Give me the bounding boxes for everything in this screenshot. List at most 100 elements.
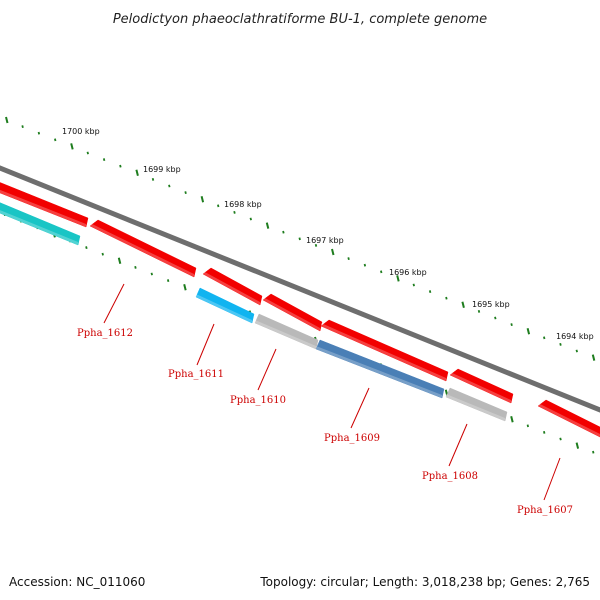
outer-ruler-tick [380,270,383,274]
outer-ruler-tick [298,237,301,241]
outer-ruler-tick [412,283,415,287]
genome-backbone [0,165,600,413]
inner-ruler-tick [575,442,580,449]
outer-ruler-tick [37,131,41,135]
outer-ruler-tick [102,158,106,162]
outer-ruler-tick [151,177,155,181]
outer-ruler-tick [510,323,513,327]
ruler-labels: 1700 kbp 1699 kbp 1698 kbp 1697 kbp 1696 kbp… [62,127,594,341]
outer-ruler-tick [363,263,367,267]
outer-ruler-tick [282,230,285,234]
inner-ruler-tick [510,415,514,423]
map-title: Pelodictyon phaeoclathratiforme BU-1, co… [113,12,487,27]
inner-ruler-tick [559,437,562,441]
inner-ruler-tick [543,430,546,434]
outer-ruler-tick [396,275,400,282]
gene-arrow-shade [203,271,260,305]
gene-arrow-shade [450,372,511,403]
gene-label: Ppha_1611 [168,369,224,380]
inner-ruler-tick [166,279,170,283]
inner-ruler-tick [150,272,153,276]
gene-label: Ppha_1609 [324,433,380,444]
outer-ruler-tick [575,349,578,353]
outer-ruler-tick [168,184,171,188]
gene-label: Ppha_1612 [77,328,133,339]
gene-leader-line [196,323,215,366]
gene-arrow-red [202,267,263,306]
accession-text: Accession: NC_011060 [9,575,145,589]
inner-ruler-tick [117,257,122,265]
inner-ruler-tick [101,252,104,256]
outer-ruler-tick [119,164,122,168]
gene-leader-line [103,283,125,324]
outer-ruler-tick [314,243,318,247]
ruler-label: 1697 kbp [306,236,344,245]
gene-arrow-shade [538,403,600,437]
gene-arrow-shade [321,323,446,381]
ruler-label: 1698 kbp [224,200,262,209]
gene-arrow-shade [196,294,252,323]
gene-arrow-shade [263,297,320,331]
outer-ruler-tick [200,195,205,203]
outer-ruler-tick [494,316,497,320]
inner-ruler-tick [592,450,595,454]
outer-ruler-tick [477,309,481,313]
ruler-label: 1695 kbp [472,300,510,309]
outer-ruler-tick [54,138,57,142]
outer-ruler-tick [233,210,236,214]
outer-ruler-tick [265,222,270,229]
gene-leader-line [257,348,277,391]
outer-ruler-tick [86,151,89,155]
gene-arrow-shade [316,346,442,398]
outer-ruler-tick [184,191,187,195]
gene-arrow-shade [0,210,78,245]
gene-arrow-red [449,368,514,404]
gene-arrow-cyan [0,202,81,246]
outer-ruler-tick [591,354,596,361]
gene-arrow-lightblue [195,287,255,324]
outer-ruler-tick [559,342,562,346]
ruler-label: 1694 kbp [556,332,594,341]
ruler-label: 1699 kbp [143,165,181,174]
outer-ruler-tick [21,125,24,129]
gene-arrow-red [537,399,600,438]
outer-ruler-tick [347,257,350,261]
gene-label: Ppha_1608 [422,471,478,482]
inner-ruler-tick [183,283,187,291]
gene-arrow-shade [0,189,86,227]
gene-label: Ppha_1610 [230,395,286,406]
outer-ruler-tick [543,336,546,340]
outer-ruler-tick [5,116,9,124]
gene-leader-line [543,457,561,501]
gene-arrow-steel [315,339,445,399]
gene-leader-line [448,423,468,467]
inner-ruler-tick [85,246,88,250]
ruler-label: 1700 kbp [62,127,100,136]
outer-ruler-tick [428,290,432,294]
outer-ruler-tick [526,327,531,335]
ruler-ticks [3,116,596,454]
gene-leader-line [350,387,370,429]
gene-arrow-red [0,182,89,228]
outer-ruler-tick [461,301,465,309]
gene-labels: Ppha_1612 Ppha_1611 Ppha_1610 Ppha_1609 Ppha… [77,283,573,516]
gene-arrow-shade [90,223,194,277]
outer-ruler-tick [331,248,335,256]
ruler-label: 1696 kbp [389,268,427,277]
gene-arrow-red [89,219,197,278]
outer-ruler-tick [70,143,74,150]
gene-arrow-red [262,293,323,332]
gene-arrow-shade [255,320,316,349]
gene-arrow-shade [446,394,505,421]
inner-ruler-tick [526,424,530,428]
outer-ruler-tick [249,217,252,221]
gene-features [0,182,600,438]
genome-summary-text: Topology: circular; Length: 3,018,238 bp… [259,575,590,589]
gene-label: Ppha_1607 [517,505,573,516]
outer-ruler-tick [445,296,448,300]
inner-ruler-tick [134,265,137,269]
gene-arrow-gray [445,387,508,422]
gene-arrow-red [320,319,449,382]
outer-ruler-tick [135,169,139,177]
